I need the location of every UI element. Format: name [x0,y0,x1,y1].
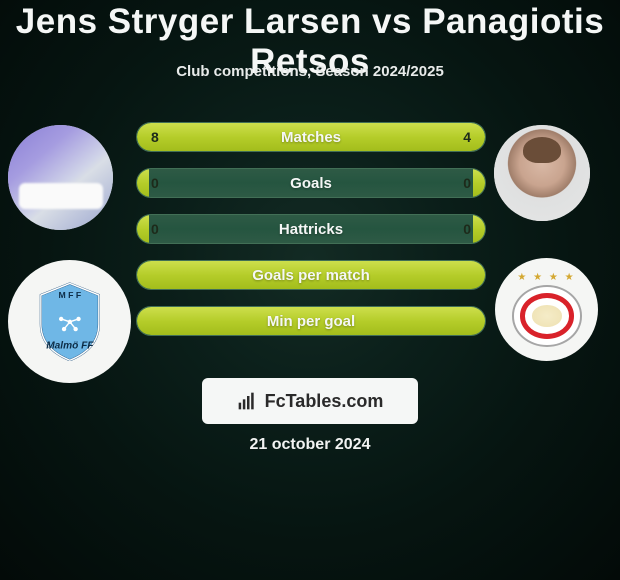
svg-text:Malmö FF: Malmö FF [46,340,94,351]
comparison-bars: Matches84Goals00Hattricks00Goals per mat… [136,122,486,352]
stat-bar-label: Hattricks [137,215,485,243]
stat-bar-label: Min per goal [137,307,485,335]
club-right-badge: ★ ★ ★ ★ [495,258,598,361]
stat-value-right: 0 [463,215,471,243]
player-right-avatar [494,125,590,221]
stat-value-left: 0 [151,215,159,243]
svg-text:M F F: M F F [58,290,81,300]
stat-bar: Goals0 0 [136,168,486,198]
page-subtitle: Club competitions, Season 2024/2025 [0,63,620,80]
fctables-logo-icon [237,391,257,411]
stat-bar-label: Goals [137,169,485,197]
club-right-crest: ★ ★ ★ ★ [509,272,583,346]
player-right-avatar-image [494,125,590,221]
club-right-stars-icon: ★ ★ ★ ★ [517,272,575,283]
stat-value-right: 4 [463,123,471,151]
stat-bar: Hattricks0 0 [136,214,486,244]
stat-bar-label: Goals per match [137,261,485,289]
stat-bar: Matches8 4 [136,122,486,152]
watermark: FcTables.com [202,378,418,424]
stat-bar: Min per goal [136,306,486,336]
stat-value-left: 8 [151,123,159,151]
stat-bar: Goals per match [136,260,486,290]
watermark-text: FcTables.com [265,391,384,412]
club-left-badge: M F F Malmö FF [8,260,131,383]
olympiacos-crest-icon [512,285,582,346]
player-left-avatar [8,125,113,230]
stat-bar-label: Matches [137,123,485,151]
date-label: 21 october 2024 [0,436,620,454]
player-left-avatar-image [8,125,113,230]
stat-value-left: 0 [151,169,159,197]
club-left-crest: M F F Malmö FF [25,277,114,366]
malmo-shield-icon: M F F Malmö FF [30,282,110,362]
stat-value-right: 0 [463,169,471,197]
